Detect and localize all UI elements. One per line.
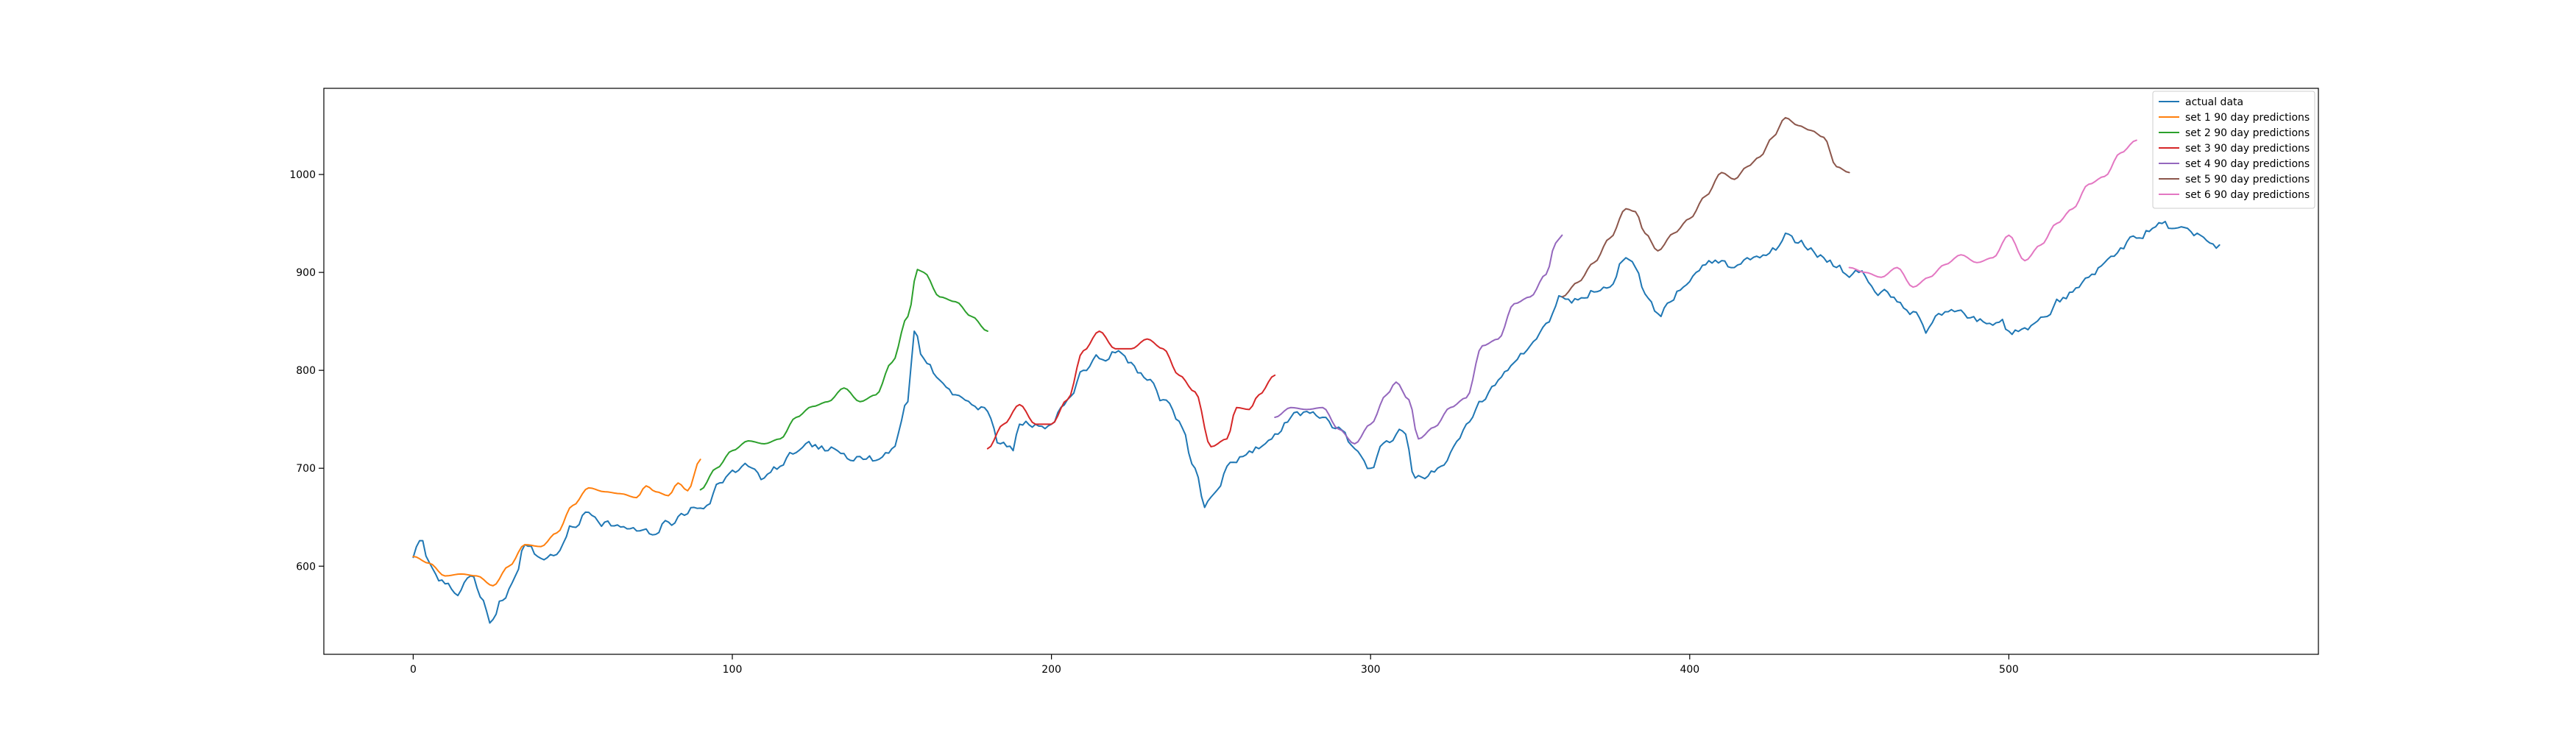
y-axis: 600 700 800 900 1000 [289, 169, 324, 573]
series-layer [412, 116, 2221, 624]
y-tick-label: 600 [296, 561, 316, 573]
x-tick-label: 100 [723, 664, 743, 676]
y-tick-label: 800 [296, 365, 316, 377]
series-line-1 [412, 220, 2221, 624]
legend-label: set 4 90 day predictions [2185, 158, 2310, 170]
legend: actual data set 1 90 day predictions set 2… [2152, 91, 2315, 209]
series-line-7 [1848, 139, 2137, 289]
x-tick-label: 400 [1680, 664, 1699, 676]
x-tick-label: 200 [1041, 664, 1061, 676]
series-line-2 [412, 459, 701, 587]
plot-frame [323, 88, 2319, 655]
x-tick-label: 500 [1999, 664, 2019, 676]
x-tick-label: 300 [1361, 664, 1381, 676]
x-tick-label: 0 [410, 664, 417, 676]
y-tick-label: 700 [296, 463, 316, 475]
legend-label: set 5 90 day predictions [2185, 174, 2310, 185]
legend-label: actual data [2185, 96, 2243, 108]
legend-label: set 1 90 day predictions [2185, 112, 2310, 124]
legend-label: set 3 90 day predictions [2185, 143, 2310, 155]
x-axis: 0 100 200 300 400 500 [410, 654, 2019, 676]
series-line-4 [986, 330, 1276, 450]
legend-label: set 6 90 day predictions [2185, 189, 2310, 201]
plot-background [324, 88, 2318, 654]
plot-area [324, 88, 2318, 654]
legend-label: set 2 90 day predictions [2185, 127, 2310, 139]
series-line-6 [1561, 116, 1850, 298]
y-tick-label: 900 [296, 267, 316, 279]
series-line-3 [699, 269, 988, 491]
y-tick-label: 1000 [289, 169, 316, 181]
series-line-5 [1274, 234, 1563, 445]
legend-box [2152, 91, 2315, 209]
